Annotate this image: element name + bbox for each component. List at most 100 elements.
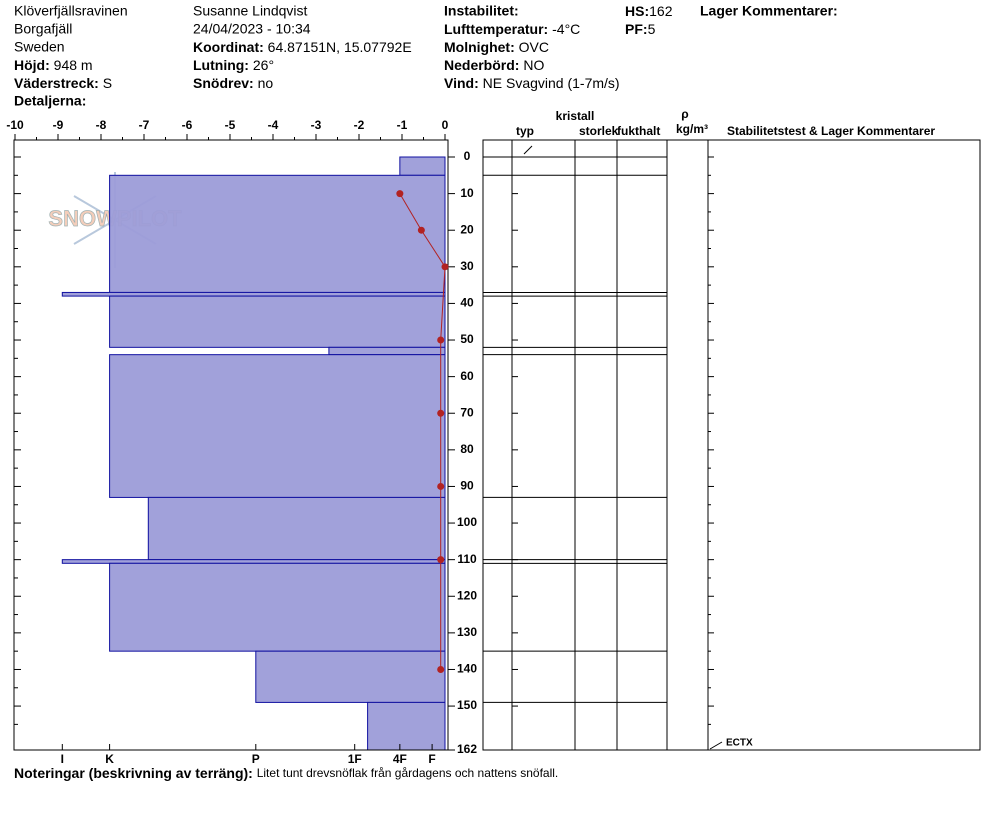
value: NO: [523, 57, 544, 73]
hardness-tick-label: I: [61, 752, 64, 766]
annotation: ECTX: [726, 738, 753, 749]
x-tick-label: -10: [6, 118, 24, 132]
sky: Molnighet: OVC: [444, 39, 549, 55]
type: typ: [516, 124, 534, 138]
label: Väderstreck:: [14, 75, 99, 91]
layer-bar: [109, 354, 446, 498]
hardness-tick-label: P: [252, 752, 260, 766]
value: 948 m: [54, 57, 93, 73]
coordinates: Koordinat: 64.87151N, 15.07792E: [193, 39, 412, 55]
y-tick-label: 130: [457, 625, 477, 639]
x-tick-label: -2: [354, 118, 365, 132]
x-tick-label: -1: [397, 118, 408, 132]
y-tick-label: 100: [457, 515, 477, 529]
y-tick-label: 70: [460, 405, 474, 419]
y-tick-label: 30: [460, 259, 474, 273]
x-tick-label: -6: [182, 118, 193, 132]
notes: Noteringar (beskrivning av terräng): Lit…: [14, 765, 558, 781]
label: Lutning:: [193, 57, 249, 73]
size: storlek: [579, 124, 619, 138]
observer: Susanne Lindqvist: [193, 3, 308, 19]
notes-label: Noteringar (beskrivning av terräng):: [14, 765, 253, 781]
y-tick-label: 140: [457, 662, 477, 676]
moisture: fukthalt: [617, 124, 660, 138]
details: Detaljerna:: [14, 93, 86, 109]
y-tick-label: 90: [460, 479, 474, 493]
label: Molnighet:: [444, 39, 515, 55]
header: Klöverfjällsravinen Borgafjäll Sweden Hö…: [14, 3, 838, 109]
pf: PF:5: [625, 21, 656, 37]
y-tick-label: 0: [464, 149, 471, 163]
air-temp: Lufttemperatur: -4°C: [444, 21, 580, 37]
elevation: Höjd: 948 m: [14, 57, 93, 73]
precip: Nederbörd: NO: [444, 57, 544, 73]
density: ρ: [681, 107, 688, 121]
wind: Vind: NE Svagvind (1-7m/s): [444, 75, 620, 91]
instability: Instabilitet:: [444, 3, 519, 19]
temperature-line: [399, 193, 446, 670]
layer-bar: [61, 291, 446, 297]
slope: Lutning: 26°: [193, 57, 274, 73]
y-tick-label: 50: [460, 332, 474, 346]
layer-bar: [109, 174, 446, 293]
layer-bar: [255, 650, 446, 703]
temperature-point: [417, 226, 425, 234]
value: 162: [649, 3, 673, 19]
aspect: Väderstreck: S: [14, 75, 112, 91]
datetime: 24/04/2023 - 10:34: [193, 21, 311, 37]
temperature-point: [437, 336, 445, 344]
location: Klöverfjällsravinen: [14, 3, 128, 19]
plot-frame: [13, 139, 449, 751]
x-tick-label: -7: [139, 118, 150, 132]
notes-text: Litet tunt drevsnöflak från gårdagens oc…: [257, 766, 559, 780]
value: 64.87151N, 15.07792E: [268, 39, 412, 55]
blowing-snow: Snödrev: no: [193, 75, 273, 91]
x-tick-label: 0: [442, 118, 449, 132]
annotation-arrow: [709, 741, 723, 750]
temperature-point: [437, 556, 445, 564]
temperature-point: [441, 263, 449, 271]
range: Borgafjäll: [14, 21, 72, 37]
temperature-point: [396, 190, 404, 198]
x-tick-label: -8: [96, 118, 107, 132]
layer-bar: [399, 156, 446, 176]
label: Vind:: [444, 75, 479, 91]
layer-bar: [109, 295, 446, 348]
label: Höjd:: [14, 57, 50, 73]
y-tick-label: 40: [460, 296, 474, 310]
table-header: kristall typ storlek fukthalt ρ kg/m³ St…: [516, 107, 935, 138]
y-tick-label: 162: [457, 742, 477, 756]
plot: SNOWPILOT: [48, 156, 446, 751]
label: Nederbörd:: [444, 57, 519, 73]
layer-bar: [109, 562, 446, 652]
table-frame: [482, 139, 981, 751]
crystal: kristall: [556, 109, 595, 123]
value: no: [258, 75, 274, 91]
temperature-point: [437, 482, 445, 490]
layer-comments: Lager Kommentarer:: [700, 3, 838, 19]
hs: HS:162: [625, 3, 673, 19]
y-tick-label: 20: [460, 222, 474, 236]
layer-bar: [328, 346, 446, 356]
label: Koordinat:: [193, 39, 264, 55]
label: HS:: [625, 3, 649, 19]
y-tick-label: 120: [457, 588, 477, 602]
hardness-tick-label: K: [105, 752, 114, 766]
label: PF:: [625, 21, 648, 37]
value: OVC: [519, 39, 549, 55]
y-tick-label: 10: [460, 186, 474, 200]
x-tick-label: -4: [268, 118, 279, 132]
y-tick-label: 60: [460, 369, 474, 383]
y-tick-label: 110: [457, 552, 477, 566]
x-tick-label: -5: [225, 118, 236, 132]
y-tick-label: 80: [460, 442, 474, 456]
comments: Stabilitetstest & Lager Kommentarer: [727, 124, 935, 138]
label: Snödrev:: [193, 75, 254, 91]
temperature-point: [437, 409, 445, 417]
layer-bar: [61, 559, 446, 564]
density-unit: kg/m³: [676, 122, 708, 136]
hardness-tick-label: 4F: [393, 752, 407, 766]
table-columns: [511, 140, 709, 750]
